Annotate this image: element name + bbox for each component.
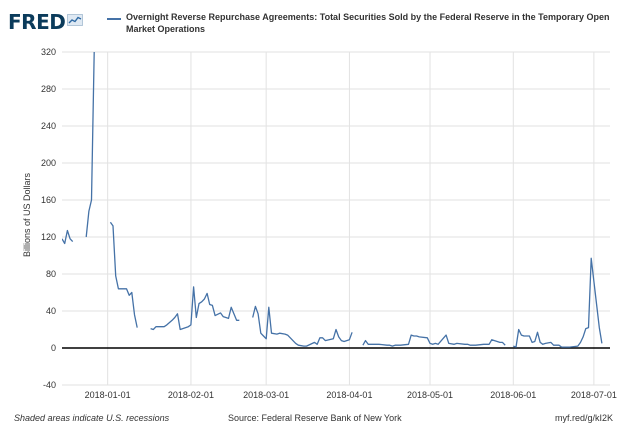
y-tick-label: 320 [41, 47, 56, 57]
x-tick-label: 2018-07-01 [571, 390, 617, 400]
series-line-segment [85, 52, 95, 238]
series-layer [62, 52, 603, 348]
legend-label: Overnight Reverse Repurchase Agreements:… [126, 12, 610, 34]
x-tick-label: 2018-06-01 [490, 390, 536, 400]
series-line-segment [150, 286, 240, 331]
y-tick-label: -40 [43, 380, 56, 390]
x-tick-label: 2018-03-01 [243, 390, 289, 400]
x-tick-label: 2018-05-01 [407, 390, 453, 400]
y-axis-label: Billions of US Dollars [22, 172, 32, 257]
series-line-segment [252, 305, 353, 347]
legend-swatch [107, 18, 121, 20]
y-tick-labels: -40 0 40 80 120 160 200 240 280 320 [41, 47, 56, 390]
series-line-segment [109, 221, 138, 328]
x-tick-label: 2018-04-01 [326, 390, 372, 400]
y-tick-label: 200 [41, 158, 56, 168]
series-line-segment [362, 334, 506, 347]
y-tick-label: 160 [41, 195, 56, 205]
logo-text: FRED [8, 10, 66, 34]
recession-note: Shaded areas indicate U.S. recessions [14, 413, 170, 423]
source-text: Source: Federal Reserve Bank of New York [228, 413, 402, 423]
y-tick-label: 120 [41, 232, 56, 242]
fred-logo[interactable]: FRED [8, 10, 84, 34]
x-tick-label: 2018-02-01 [168, 390, 214, 400]
y-tick-label: 240 [41, 121, 56, 131]
chart-header: FRED Overnight Reverse Repurchase Agreem… [8, 8, 632, 42]
series-line-segment [62, 229, 74, 245]
series-line-segment [513, 257, 603, 348]
x-tick-label: 2018-01-01 [85, 390, 131, 400]
y-tick-label: 0 [51, 343, 56, 353]
x-tick-labels: 2018-01-01 2018-02-01 2018-03-01 2018-04-01… [85, 390, 617, 400]
short-url-link[interactable]: myf.red/g/kI2K [555, 413, 614, 423]
y-tick-label: 40 [46, 306, 56, 316]
y-tick-label: 280 [41, 84, 56, 94]
line-chart-icon [67, 13, 84, 31]
y-tick-label: 80 [46, 269, 56, 279]
grid-layer [62, 51, 610, 386]
chart-legend: Overnight Reverse Repurchase Agreements:… [107, 11, 627, 35]
